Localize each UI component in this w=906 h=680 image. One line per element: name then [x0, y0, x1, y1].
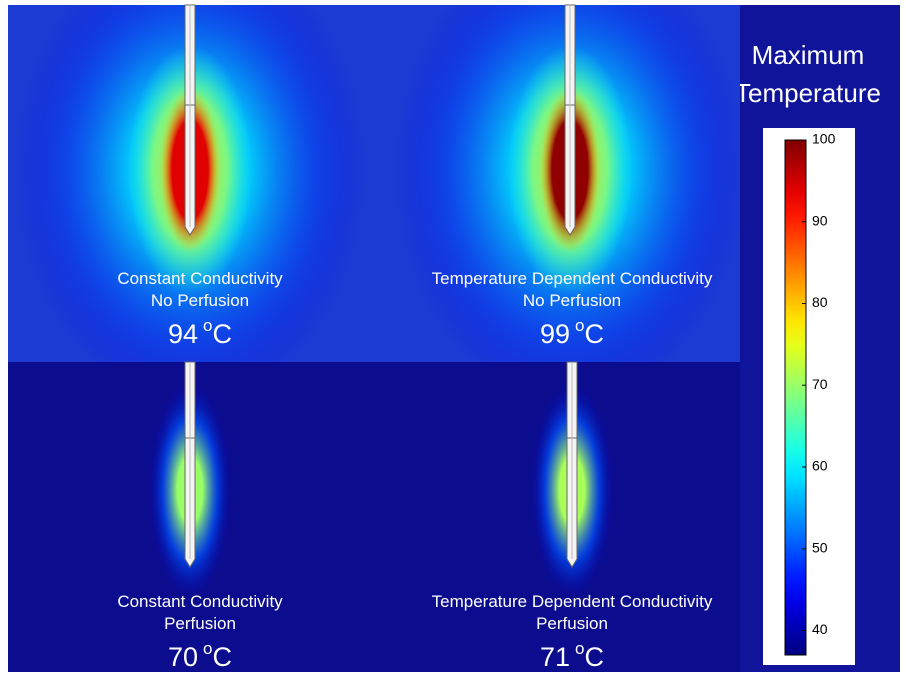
panel-label: Constant Conductivity: [117, 269, 283, 288]
temperature-unit: C: [213, 319, 233, 349]
colorbar-box: [763, 128, 855, 665]
degree-mark: o: [575, 316, 584, 335]
title-line: Maximum: [752, 40, 865, 70]
temperature-unit: C: [585, 319, 605, 349]
temperature-value: 94: [168, 319, 198, 349]
max-temperature: 71 oC: [540, 639, 604, 672]
title-line: Temperature: [735, 78, 881, 108]
colorbar-tick-label: 40: [812, 621, 828, 637]
max-temperature: 70 oC: [168, 639, 232, 672]
panel-label: No Perfusion: [523, 291, 621, 310]
panel-label: Perfusion: [536, 614, 608, 633]
colorbar: [784, 139, 807, 656]
temperature-value: 70: [168, 642, 198, 672]
temperature-unit: C: [585, 642, 605, 672]
colorbar-tick-label: 60: [812, 458, 828, 474]
temperature-unit: C: [213, 642, 233, 672]
panel-label: Perfusion: [164, 614, 236, 633]
panel-label: Temperature Dependent Conductivity: [432, 592, 713, 611]
colorbar-tick-label: 100: [812, 131, 836, 147]
max-temperature: 94 oC: [168, 316, 232, 349]
colorbar-tick-label: 50: [812, 539, 828, 555]
degree-mark: o: [575, 639, 584, 658]
panel-label: Constant Conductivity: [117, 592, 283, 611]
degree-mark: o: [203, 316, 212, 335]
colorbar-tick-label: 70: [812, 376, 828, 392]
colorbar-tick-label: 80: [812, 294, 828, 310]
panel-label: Temperature Dependent Conductivity: [432, 269, 713, 288]
temperature-value: 71: [540, 642, 570, 672]
colorbar-tick-label: 90: [812, 212, 828, 228]
panel-label: No Perfusion: [151, 291, 249, 310]
degree-mark: o: [203, 639, 212, 658]
temperature-value: 99: [540, 319, 570, 349]
max-temperature: 99 oC: [540, 316, 604, 349]
